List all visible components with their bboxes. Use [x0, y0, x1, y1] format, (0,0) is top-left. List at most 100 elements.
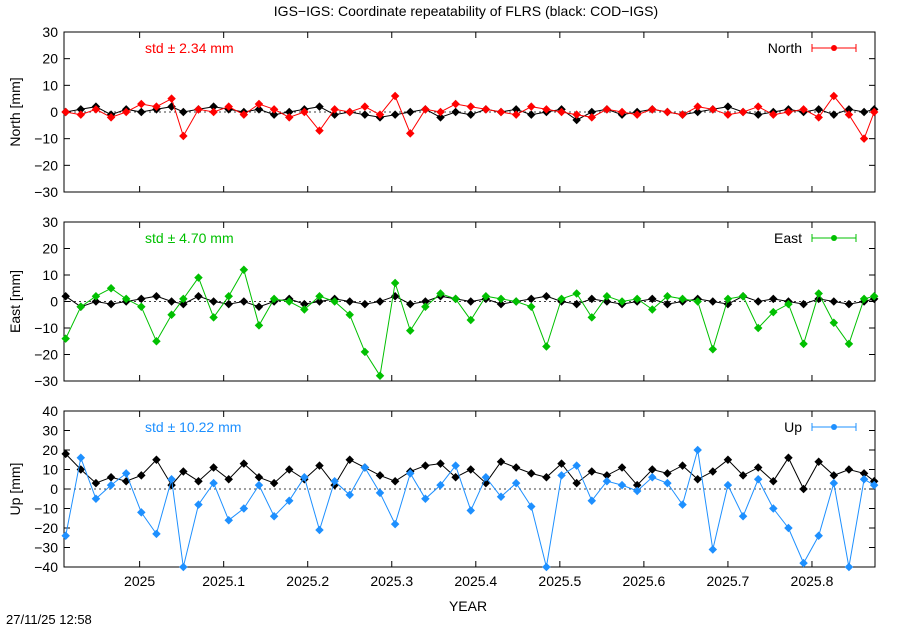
- reference-point: [663, 469, 672, 478]
- reference-point: [284, 465, 294, 474]
- series-point: [769, 307, 778, 317]
- series-point: [587, 313, 597, 322]
- reference-point: [61, 291, 70, 301]
- series-point: [179, 562, 188, 572]
- series-point: [137, 302, 146, 312]
- y-tick-label: −30: [34, 373, 58, 389]
- reference-point: [859, 469, 869, 478]
- series-point: [708, 344, 718, 354]
- reference-point: [859, 107, 869, 117]
- reference-point: [137, 294, 146, 304]
- series-point: [784, 299, 793, 309]
- series-point: [121, 469, 131, 478]
- series-point: [753, 475, 763, 484]
- series-point: [511, 478, 521, 488]
- reference-point: [179, 107, 188, 117]
- series-point: [406, 326, 415, 335]
- series-point: [481, 473, 491, 482]
- series-point: [617, 297, 627, 306]
- reference-point: [572, 478, 581, 488]
- series-point: [527, 302, 536, 312]
- reference-point: [360, 110, 370, 119]
- reference-point: [284, 107, 294, 117]
- series-point: [167, 310, 176, 319]
- series-point: [693, 297, 702, 306]
- series-point: [345, 310, 354, 319]
- reference-point: [360, 299, 370, 309]
- reference-point: [421, 461, 430, 470]
- x-tick-label: 2025: [124, 573, 155, 589]
- series-point: [254, 480, 264, 490]
- series-point: [869, 291, 879, 301]
- series-point: [738, 291, 748, 301]
- series-point: [167, 94, 176, 103]
- series-point: [406, 129, 415, 138]
- series-point: [572, 289, 581, 298]
- reference-point: [587, 467, 597, 476]
- series-point: [284, 113, 294, 122]
- reference-point: [708, 467, 718, 476]
- y-tick-label: 20: [42, 442, 58, 458]
- x-tick-label: 2025.2: [286, 573, 329, 589]
- reference-point: [76, 105, 86, 114]
- series-point: [330, 297, 339, 306]
- series-point: [375, 371, 385, 380]
- y-tick-label: 10: [42, 77, 58, 93]
- y-tick-label: −10: [34, 320, 58, 336]
- series-point: [844, 339, 854, 349]
- reference-point: [466, 465, 476, 474]
- series-point: [859, 475, 869, 484]
- reference-point: [708, 297, 718, 306]
- panel-east: −30 −20 −10 0 10 20 30 East [mm] std ± 4.70 mm Ea…: [7, 214, 879, 389]
- reference-point: [527, 294, 536, 304]
- series-point: [753, 102, 763, 111]
- reference-point: [106, 299, 116, 309]
- reference-point: [466, 110, 476, 119]
- reference-point: [91, 478, 101, 488]
- series-point: [557, 294, 566, 304]
- series-point: [375, 488, 385, 498]
- reference-point: [527, 469, 536, 478]
- series-point: [869, 480, 879, 490]
- series-point: [269, 105, 279, 114]
- series-point: [61, 531, 70, 541]
- series-point: [421, 302, 430, 312]
- series-point: [829, 318, 839, 327]
- series-point: [209, 107, 218, 117]
- series-point: [436, 289, 445, 298]
- series-point: [315, 291, 324, 301]
- series-point: [152, 529, 161, 539]
- reference-point: [451, 473, 460, 482]
- series-point: [859, 294, 869, 304]
- series-point: [678, 500, 687, 509]
- reference-point: [375, 297, 385, 306]
- reference-point: [137, 471, 146, 480]
- series-point: [345, 107, 354, 117]
- series-point: [390, 278, 400, 288]
- series-point: [284, 496, 294, 505]
- series-point: [844, 562, 854, 572]
- reference-point: [753, 297, 763, 306]
- reference-point: [315, 461, 324, 470]
- reference-point: [436, 459, 445, 468]
- series-point: [406, 469, 415, 478]
- x-tick-label: 2025.8: [791, 573, 834, 589]
- series-point: [224, 291, 233, 301]
- series-point: [315, 525, 324, 535]
- panel-north: −30 −20 −10 0 10 20 30 North [mm] std ± 2.34 mm N…: [7, 24, 879, 200]
- series-point: [300, 107, 309, 117]
- series-point: [284, 297, 294, 306]
- reference-point: [406, 299, 415, 309]
- std-label: std ± 10.22 mm: [145, 419, 241, 435]
- series-point: [451, 294, 460, 304]
- x-tick-label: 2025.4: [454, 573, 497, 589]
- legend-marker: [831, 45, 837, 51]
- series-point: [602, 291, 612, 301]
- y-axis-label: Up [mm]: [7, 463, 23, 516]
- reference-point: [769, 476, 778, 486]
- reference-point: [315, 297, 324, 306]
- reference-point: [254, 302, 264, 312]
- series-point: [224, 102, 233, 111]
- reference-point: [617, 463, 627, 472]
